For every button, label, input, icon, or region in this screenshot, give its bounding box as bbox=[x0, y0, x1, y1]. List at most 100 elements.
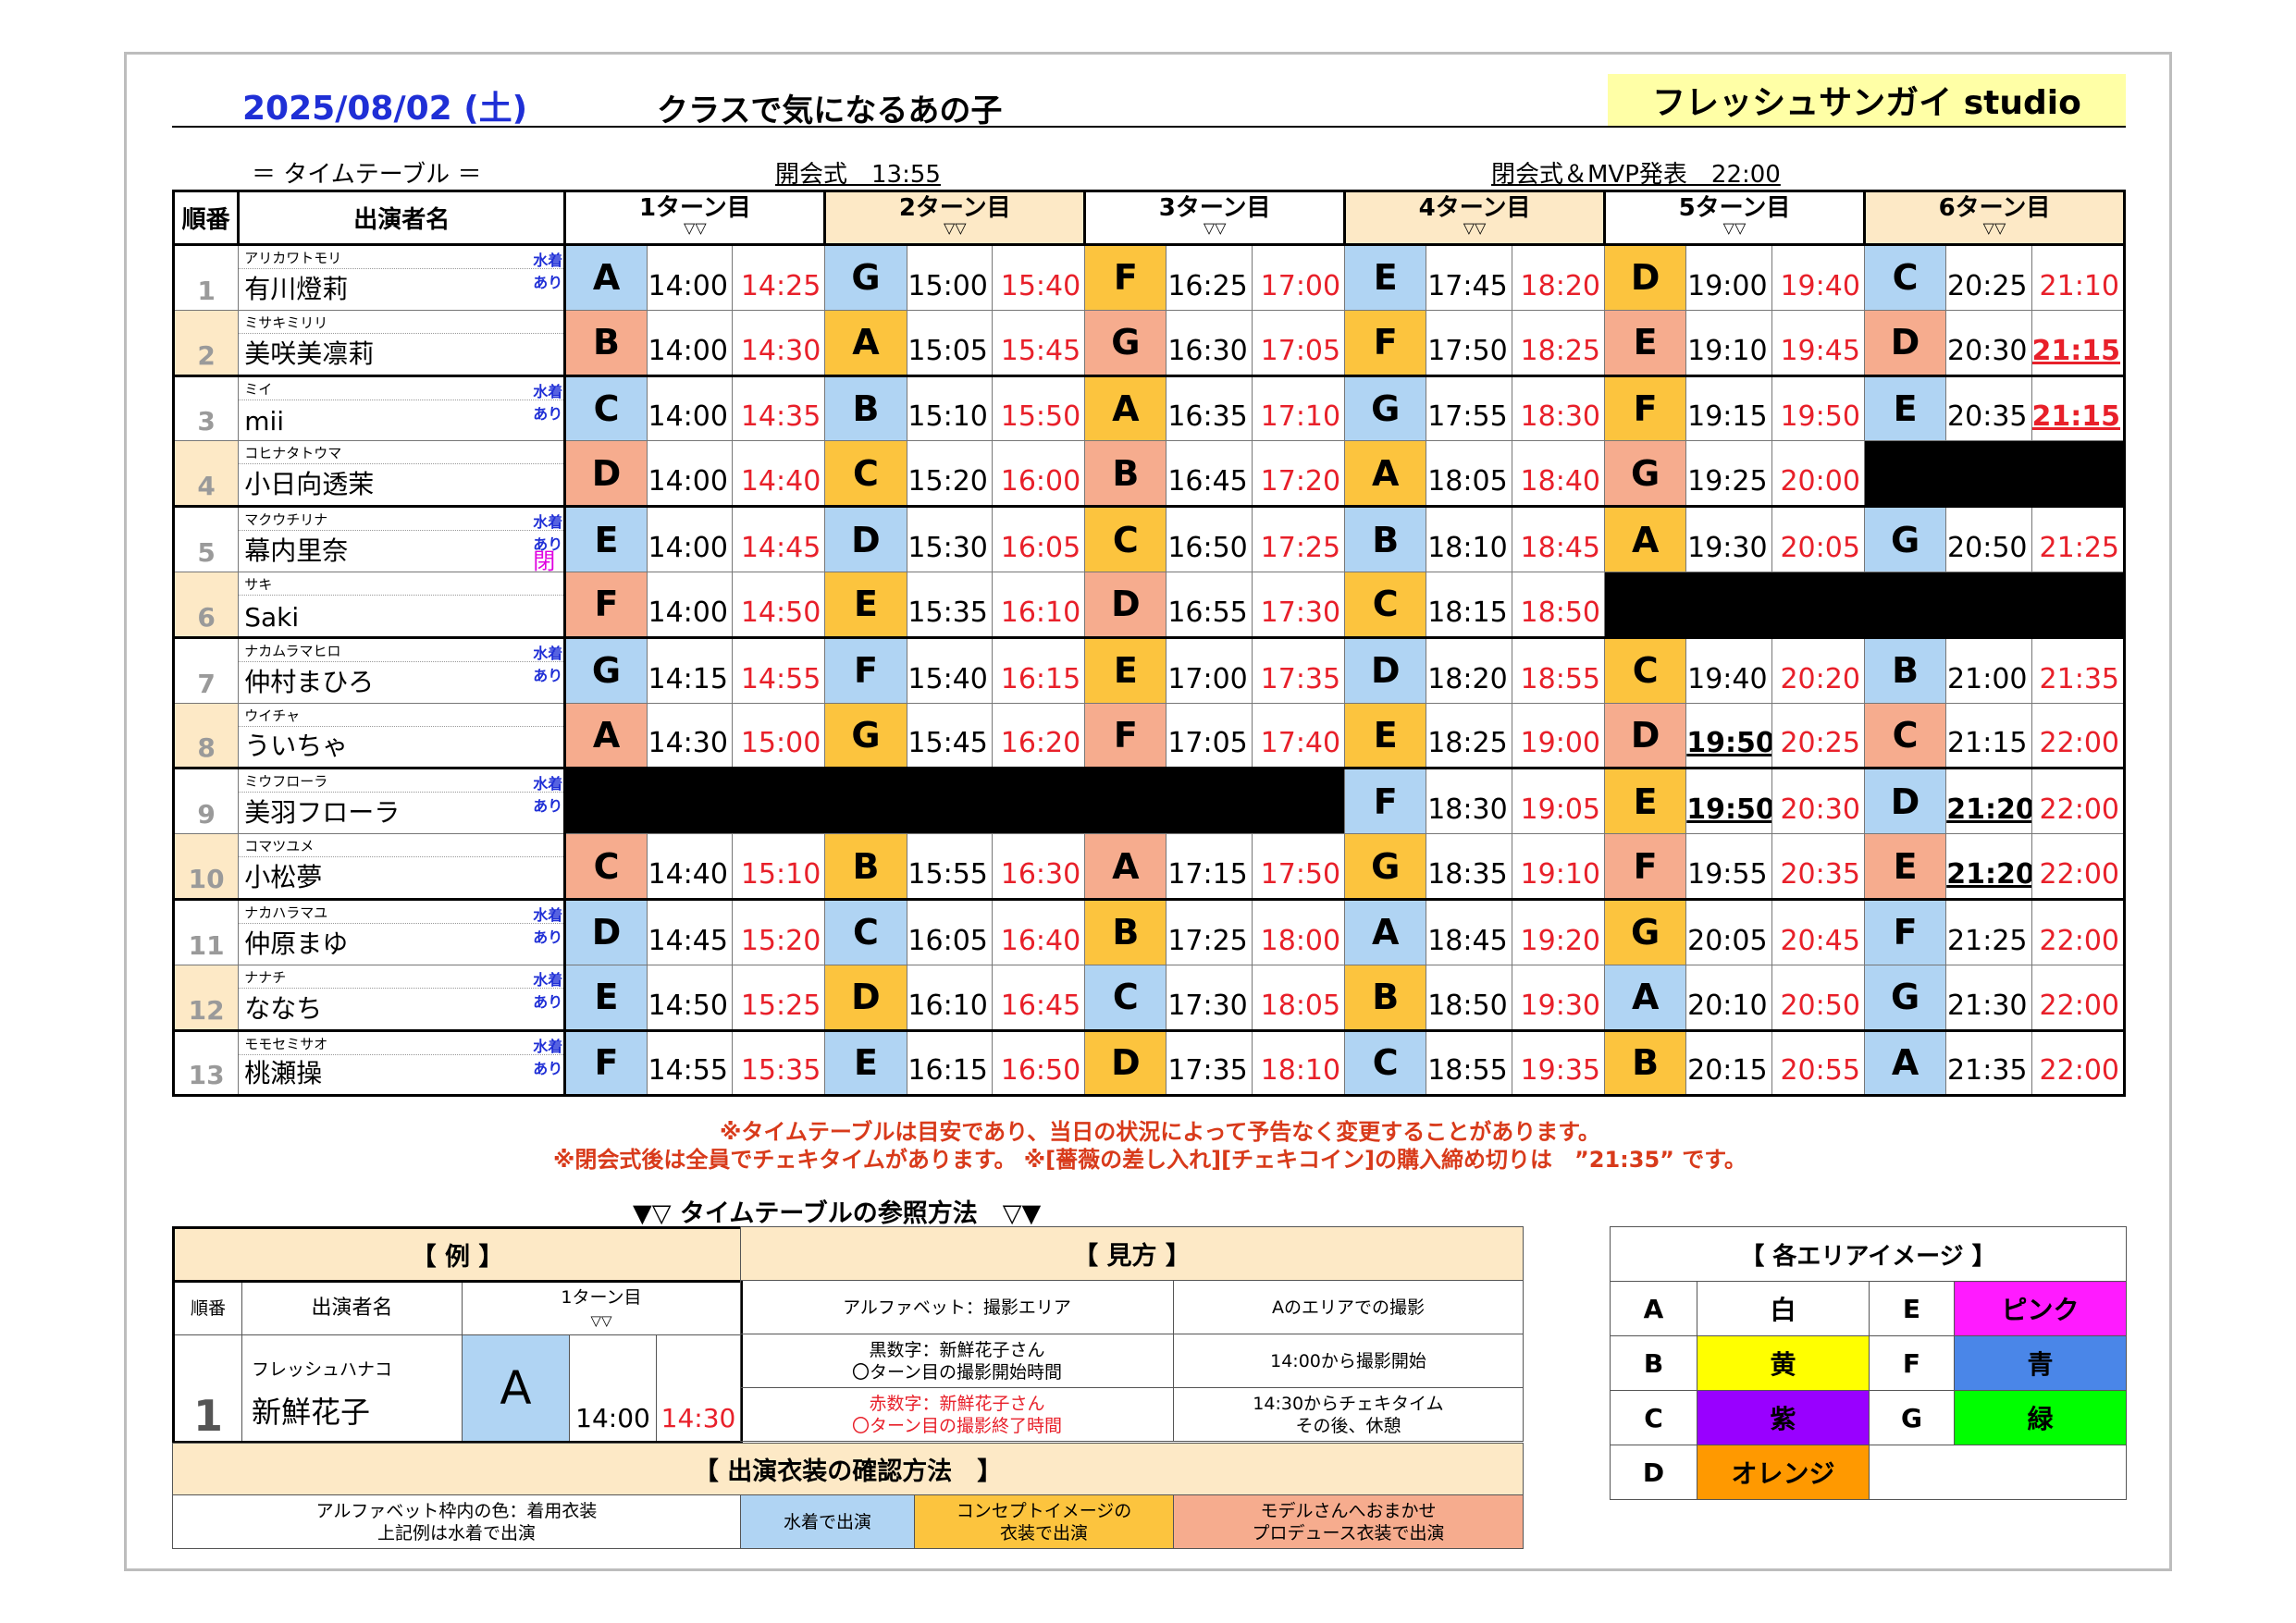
area-letter: G bbox=[1604, 897, 1687, 965]
turn-header-1: 1ターン目 ▽▽ bbox=[563, 190, 827, 246]
performer-kana: マクウチリナ bbox=[244, 511, 328, 529]
view-3a: 赤数字：新鮮花子さん 〇ターン目の撮影終了時間 bbox=[740, 1387, 1174, 1442]
example-performer: フレッシュハナコ 新鮮花子 bbox=[241, 1334, 463, 1444]
area-key: D bbox=[1610, 1445, 1697, 1500]
performer-cell: サキ Saki bbox=[238, 571, 567, 638]
area-letter: D bbox=[824, 964, 907, 1031]
area-color-g: 緑 bbox=[1953, 1390, 2128, 1445]
performer-kana: ナナチ bbox=[244, 968, 287, 986]
end-time: 16:15 bbox=[991, 635, 1086, 704]
area-letter: B bbox=[1084, 440, 1167, 508]
start-time: 15:30 bbox=[906, 505, 993, 572]
start-time: 14:00 bbox=[646, 440, 733, 508]
start-time: 18:30 bbox=[1426, 767, 1512, 835]
end-time: 14:25 bbox=[731, 243, 826, 311]
swimsuit-badge: 水着あり bbox=[533, 1037, 563, 1077]
end-time: 17:35 bbox=[1251, 635, 1346, 704]
event-date: 2025/08/02 (土) bbox=[242, 90, 528, 128]
start-time: 19:40 bbox=[1685, 635, 1772, 704]
area-letter: B bbox=[1344, 964, 1427, 1031]
area-letter: G bbox=[564, 635, 648, 704]
start-time: 21:30 bbox=[1945, 964, 2032, 1031]
area-letter: C bbox=[1863, 702, 1947, 769]
performer-cell: マクウチリナ 水着あり閉会式× 幕内里奈 bbox=[238, 505, 567, 572]
performer-row: 7 ナカムラマヒロ 水着あり 仲村まひろ G 14:15 14:55 F 15:40 16:15 E… bbox=[171, 635, 2126, 704]
example-start: 14:00 bbox=[569, 1334, 657, 1444]
area-letter: A bbox=[1084, 833, 1167, 900]
start-time: 14:15 bbox=[646, 635, 733, 704]
end-time: 18:30 bbox=[1511, 374, 1606, 442]
performer-name: ななち bbox=[244, 992, 323, 1024]
performer-row: 6 サキ Saki F 14:00 14:50 E 15:35 16:10 D 16:55 17:30… bbox=[171, 571, 2126, 638]
performer-kana: ナカムラマヒロ bbox=[244, 642, 341, 659]
unavailable-block bbox=[1863, 440, 2127, 508]
area-letter: A bbox=[1863, 1028, 1947, 1098]
area-letter: A bbox=[564, 243, 648, 311]
area-letter: C bbox=[824, 897, 907, 965]
area-letter: D bbox=[824, 505, 907, 572]
example-table: 【 例 】 順番 出演者名 1ターン目 ▽▽ 1 フレッシュハナコ 新鮮花子 A … bbox=[172, 1226, 743, 1444]
area-letter: G bbox=[1863, 505, 1947, 572]
swimsuit-badge: 水着あり bbox=[533, 970, 563, 1011]
header-divider bbox=[172, 126, 2126, 128]
end-time: 21:25 bbox=[2031, 505, 2126, 572]
row-number: 2 bbox=[171, 309, 240, 376]
performer-row: 11 ナカハラマユ 水着あり 仲原まゆ D 14:45 15:20 C 16:05 16:40 B 1… bbox=[171, 897, 2126, 965]
end-time: 14:40 bbox=[731, 440, 826, 508]
start-time: 16:30 bbox=[1166, 309, 1253, 376]
start-time: 14:00 bbox=[646, 374, 733, 442]
area-letter: B bbox=[1863, 635, 1947, 704]
performer-cell: アリカワトモリ 水着あり 有川燈莉 bbox=[238, 243, 567, 311]
start-time: 21:00 bbox=[1945, 635, 2032, 704]
costume-concept: コンセプトイメージの 衣装で出演 bbox=[914, 1494, 1174, 1549]
end-time: 19:00 bbox=[1511, 702, 1606, 769]
end-time: 15:45 bbox=[991, 309, 1086, 376]
end-time: 16:50 bbox=[991, 1028, 1086, 1098]
area-letter: E bbox=[824, 571, 907, 638]
end-time: 21:15 bbox=[2031, 374, 2126, 442]
area-letter: C bbox=[1084, 964, 1167, 1031]
area-letter: E bbox=[564, 505, 648, 572]
performer-name: Saki bbox=[244, 601, 300, 633]
start-time: 15:10 bbox=[906, 374, 993, 442]
end-time: 19:05 bbox=[1511, 767, 1606, 835]
area-letter: G bbox=[824, 702, 907, 769]
start-time: 15:45 bbox=[906, 702, 993, 769]
area-letter: E bbox=[1344, 243, 1427, 311]
turn-header-4: 4ターン目 ▽▽ bbox=[1343, 190, 1607, 246]
start-time: 15:00 bbox=[906, 243, 993, 311]
performer-row: 4 コヒナタトウマ 小日向透茉 D 14:00 14:40 C 15:20 16:00 B 16:4… bbox=[171, 440, 2127, 508]
start-time: 19:30 bbox=[1685, 505, 1772, 572]
area-letter: B bbox=[1604, 1028, 1687, 1098]
start-time: 19:00 bbox=[1685, 243, 1772, 311]
opening-time: 開会式 13:55 bbox=[775, 161, 941, 189]
area-letter: A bbox=[1604, 505, 1687, 572]
view-1a: アルファベット：撮影エリア bbox=[740, 1280, 1174, 1334]
start-time: 14:45 bbox=[646, 897, 733, 965]
area-color-c: 紫 bbox=[1697, 1390, 1870, 1445]
end-time: 15:25 bbox=[731, 964, 826, 1031]
performer-kana: ミサキミリリ bbox=[244, 314, 328, 331]
area-letter: D bbox=[1863, 767, 1947, 835]
performer-kana: アリカワトモリ bbox=[244, 250, 342, 266]
row-number: 13 bbox=[171, 1028, 240, 1098]
start-time: 14:40 bbox=[646, 833, 733, 900]
area-letter: G bbox=[1604, 440, 1687, 508]
start-time: 19:55 bbox=[1685, 833, 1772, 900]
performer-cell: ミウフローラ 水着あり 美羽フローラ bbox=[238, 767, 567, 835]
area-letter: F bbox=[1604, 374, 1687, 442]
end-time: 14:55 bbox=[731, 635, 826, 704]
performer-kana: ミイ bbox=[244, 380, 273, 398]
example-letter: A bbox=[462, 1334, 570, 1444]
area-letter: C bbox=[1344, 571, 1427, 638]
start-time: 14:00 bbox=[646, 505, 733, 572]
end-time: 22:00 bbox=[2031, 767, 2126, 835]
end-time: 20:30 bbox=[1771, 767, 1865, 835]
area-key: B bbox=[1610, 1335, 1697, 1391]
performer-cell: ナカハラマユ 水着あり 仲原まゆ bbox=[238, 897, 567, 965]
start-time: 17:35 bbox=[1166, 1028, 1253, 1098]
area-letter: F bbox=[1084, 702, 1167, 769]
start-time: 15:05 bbox=[906, 309, 993, 376]
end-time: 22:00 bbox=[2031, 897, 2126, 965]
view-2a: 黒数字：新鮮花子さん 〇ターン目の撮影開始時間 bbox=[740, 1334, 1174, 1388]
